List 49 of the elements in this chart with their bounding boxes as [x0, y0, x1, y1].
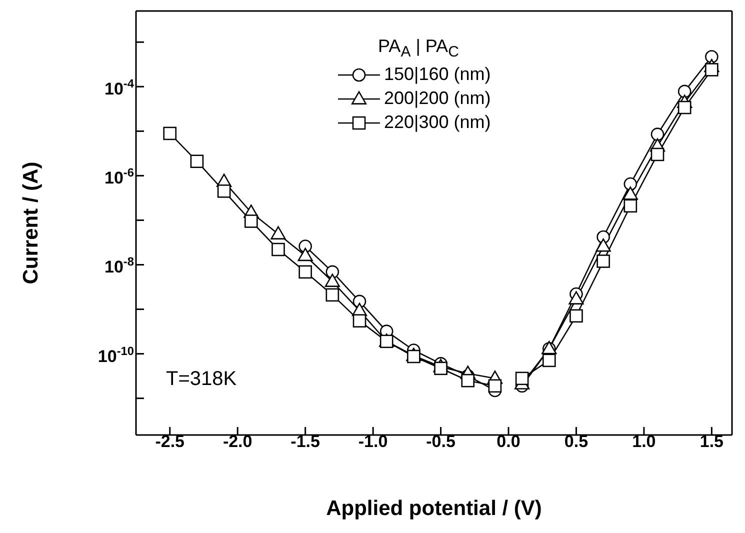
x-tick-label: -2.5: [155, 432, 185, 451]
x-tick-label: -2.0: [222, 432, 252, 451]
point: [298, 248, 313, 262]
point: [434, 362, 448, 376]
y-axis-title: Current / (A): [19, 162, 42, 284]
y-tick-label: 10$^{-6}$: [104, 166, 134, 188]
point: [352, 314, 366, 328]
point: [272, 242, 285, 256]
point: [624, 177, 638, 191]
x-tick-label: -1.5: [290, 432, 320, 451]
point: [596, 238, 611, 252]
x-tick-label: -0.5: [426, 432, 456, 451]
point: [624, 199, 638, 213]
point: [542, 354, 556, 368]
point: [270, 226, 286, 240]
x-tick-label: 1.0: [632, 432, 656, 451]
legend-label: 150|160 (nm): [384, 64, 491, 86]
point: [568, 291, 584, 304]
x-axis-title: Applied potential / (V): [326, 497, 542, 520]
point: [217, 184, 231, 198]
legend-title: PA$_{A}$ | PA$_{C}$: [378, 36, 460, 61]
point: [650, 128, 664, 141]
point: [570, 309, 583, 323]
x-tick-label: 1.5: [700, 432, 724, 451]
point: [622, 186, 638, 200]
point: [244, 214, 258, 228]
point: [326, 288, 340, 302]
point: [324, 274, 340, 287]
point: [515, 372, 529, 386]
point: [705, 63, 718, 76]
point: [190, 154, 204, 168]
y-tick-label: 10$^{-10}$: [98, 344, 134, 366]
x-tick-label: 0.5: [564, 432, 588, 451]
point: [678, 100, 692, 114]
point: [650, 148, 664, 162]
annotation: T=318K: [166, 368, 237, 391]
point: [678, 84, 692, 98]
y-tick-label: 10$^{-4}$: [104, 76, 134, 99]
point: [407, 350, 420, 364]
point: [488, 379, 502, 393]
point: [596, 254, 610, 268]
legend-label: 200|200 (nm): [384, 88, 491, 110]
x-tick-label: -1.0: [358, 432, 388, 451]
point: [461, 374, 475, 388]
point: [298, 265, 312, 279]
x-tick-label: 0.0: [496, 432, 520, 451]
legend-label: 220|300 (nm): [384, 112, 491, 134]
point: [163, 126, 177, 140]
y-tick-label: 10$^{-8}$: [104, 254, 134, 277]
